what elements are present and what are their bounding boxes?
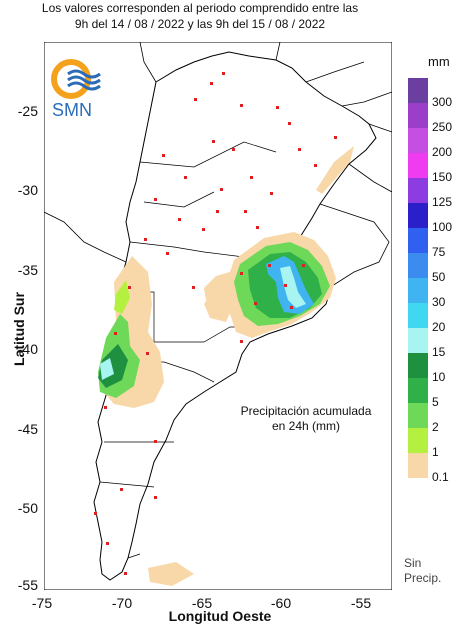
map-svg [44,42,392,590]
x-tick-label: -60 [270,595,292,611]
legend-label: 10 [432,370,446,384]
x-tick-label: -70 [111,595,133,611]
y-tick-label: -50 [17,500,38,516]
legend-swatch [408,403,428,428]
neighbor-borders [44,42,392,287]
x-axis-label: Longitud Oeste [168,608,272,624]
precip-area-northeast [316,146,354,194]
legend-label: 2 [432,420,439,434]
legend-swatch [408,303,428,328]
province-borders [99,141,285,559]
legend-swatch [408,353,428,378]
y-tick-label: -30 [17,182,38,198]
legend-swatch [408,378,428,403]
legend-swatch [408,328,428,353]
legend-unit: mm [428,54,450,69]
header-line-2: 9h del 14 / 08 / 2022 y las 9h del 15 / … [74,17,326,31]
legend-label: 5 [432,395,439,409]
caption-line-1: Precipitación acumulada [240,404,372,418]
y-axis-label: Latitud Sur [11,292,27,366]
color-legend [408,78,428,478]
legend-label: 250 [432,120,453,134]
legend-swatch [408,153,428,178]
legend-no-precip: Sin Precip. [404,556,441,586]
y-tick-label: -35 [17,262,38,278]
legend-label: 125 [432,195,453,209]
precip-area-west-cyan [100,358,114,380]
header-line-1: Los valores corresponden al periodo comp… [41,1,359,15]
legend-label: 30 [432,295,446,309]
legend-label: 50 [432,270,446,284]
legend-swatch [408,128,428,153]
legend-swatch [408,278,428,303]
legend-swatch [408,203,428,228]
precip-area-central-light [204,286,234,322]
legend-label: 75 [432,245,446,259]
smn-logo-text: SMN [52,100,92,120]
y-tick-label: -25 [17,103,38,119]
legend-label: 200 [432,145,453,159]
legend-label: 0.1 [432,470,449,484]
legend-swatch [408,178,428,203]
legend-swatch [408,78,428,103]
legend-swatch [408,453,428,478]
legend-label: 20 [432,320,446,334]
y-tick-label: -55 [17,577,38,593]
legend-label: 300 [432,95,453,109]
smn-logo: SMN [50,58,110,128]
legend-swatch [408,103,428,128]
x-tick-label: -75 [31,595,53,611]
precip-area-east-cyan [280,266,306,308]
legend-no-precip-line-2: Precip. [404,571,442,585]
legend-label: 100 [432,220,453,234]
legend-no-precip-line-1: Sin [404,556,422,570]
x-tick-label: -55 [350,595,372,611]
map-header: Los valores corresponden al periodo comp… [0,0,400,32]
legend-swatch [408,228,428,253]
legend-label: 1 [432,445,439,459]
precip-area-south-light [148,562,194,586]
y-tick-label: -40 [17,341,38,357]
precipitation-map[interactable]: SMN [44,42,392,590]
map-caption: Precipitación acumulada en 24h (mm) [232,404,380,434]
legend-swatch [408,428,428,453]
smn-logo-icon [51,59,101,99]
legend-swatch [408,253,428,278]
legend-label: 150 [432,170,453,184]
precip-area-west-yellow [114,280,130,314]
y-tick-label: -45 [17,421,38,437]
caption-line-2: en 24h (mm) [271,419,341,433]
station-dots [94,72,337,575]
x-tick-label: -65 [191,595,213,611]
legend-label: 15 [432,345,446,359]
